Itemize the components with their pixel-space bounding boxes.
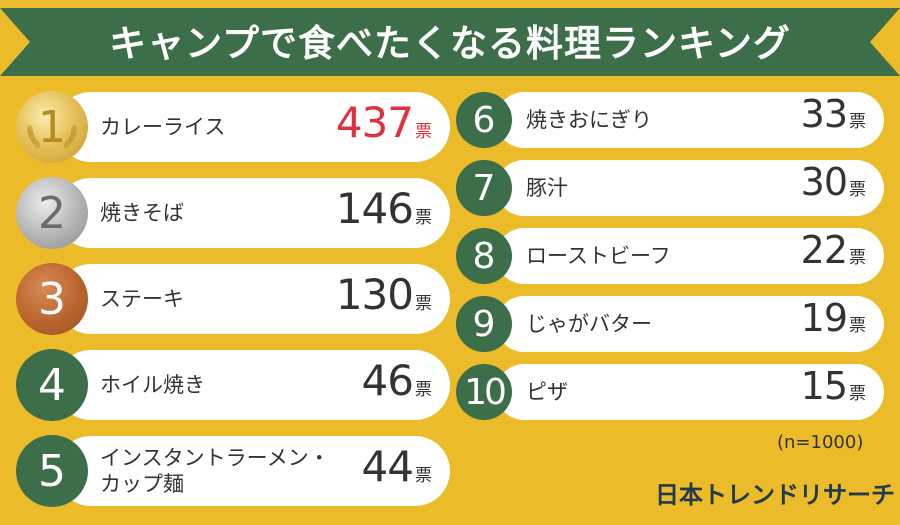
rank-number: 4 xyxy=(38,359,66,411)
vote-number: 19 xyxy=(800,296,848,340)
item-name: ピザ xyxy=(526,380,568,404)
vote-unit: 票 xyxy=(415,122,432,142)
ranking-row: 6 焼きおにぎり 33 票 xyxy=(456,92,884,148)
ranking-row: 1 カレーライス 437 票 xyxy=(16,91,450,163)
vote-number: 22 xyxy=(800,228,848,272)
vote-count: 19 票 xyxy=(801,296,866,352)
vote-count: 22 票 xyxy=(801,228,866,284)
vote-number: 30 xyxy=(800,160,848,204)
rank-number: 9 xyxy=(472,303,496,345)
vote-unit: 票 xyxy=(415,466,432,486)
rank-badge: 9 xyxy=(456,296,512,352)
rank-number: 1 xyxy=(38,101,66,153)
item-name: 豚汁 xyxy=(526,176,568,200)
vote-unit: 票 xyxy=(849,180,866,200)
item-name: 焼きそば xyxy=(100,201,184,225)
rank-badge: 1 xyxy=(16,91,88,163)
row-background xyxy=(56,350,450,420)
row-background xyxy=(56,264,450,334)
rank-number: 6 xyxy=(472,99,496,141)
vote-unit: 票 xyxy=(849,316,866,336)
row-background xyxy=(56,178,450,248)
vote-number: 46 xyxy=(361,356,414,405)
vote-count: 30 票 xyxy=(801,160,866,216)
ranking-row: 10 ピザ 15 票 xyxy=(456,364,884,420)
vote-count: 146 票 xyxy=(336,178,432,248)
rank-badge: 7 xyxy=(456,160,512,216)
sample-size-note: (n=1000) xyxy=(777,432,864,453)
rank-badge: 8 xyxy=(456,228,512,284)
vote-unit: 票 xyxy=(849,384,866,404)
vote-unit: 票 xyxy=(849,112,866,132)
rank-badge: 5 xyxy=(16,435,88,507)
vote-count: 130 票 xyxy=(336,264,432,334)
rank-badge: 2 xyxy=(16,177,88,249)
ranking-row: 7 豚汁 30 票 xyxy=(456,160,884,216)
vote-unit: 票 xyxy=(415,380,432,400)
vote-unit: 票 xyxy=(415,208,432,228)
item-name: ホイル焼き xyxy=(100,373,205,397)
vote-number: 44 xyxy=(361,442,414,491)
ranking-row: 3 ステーキ 130 票 xyxy=(16,263,450,335)
row-background xyxy=(496,228,884,284)
chart-title: キャンプで食べたくなる料理ランキング xyxy=(109,22,791,65)
row-background xyxy=(496,364,884,420)
vote-number: 146 xyxy=(335,184,414,233)
title-ribbon xyxy=(0,8,900,76)
vote-number: 33 xyxy=(800,92,848,136)
row-background xyxy=(496,160,884,216)
vote-unit: 票 xyxy=(415,294,432,314)
row-background xyxy=(56,92,450,162)
laurel-wreath-icon xyxy=(26,125,78,149)
rank-number: 8 xyxy=(472,235,496,277)
item-name: じゃがバター xyxy=(526,312,652,336)
item-name: カレーライス xyxy=(100,115,226,139)
ranking-row: 8 ローストビーフ 22 票 xyxy=(456,228,884,284)
ranking-row: 4 ホイル焼き 46 票 xyxy=(16,349,450,421)
vote-count: 46 票 xyxy=(362,350,432,420)
vote-number: 437 xyxy=(335,98,414,147)
rank-badge: 4 xyxy=(16,349,88,421)
rank-number: 3 xyxy=(38,273,66,325)
row-background xyxy=(56,436,450,506)
row-background xyxy=(496,92,884,148)
item-name: 焼きおにぎり xyxy=(526,108,652,132)
vote-number: 15 xyxy=(800,364,848,408)
vote-count: 15 票 xyxy=(801,364,866,420)
item-name: ステーキ xyxy=(100,287,184,311)
vote-count: 33 票 xyxy=(801,92,866,148)
rank-number: 7 xyxy=(472,167,496,209)
item-name: インスタントラーメン・ カップ麺 xyxy=(100,446,330,496)
vote-count: 44 票 xyxy=(362,436,432,506)
item-name: ローストビーフ xyxy=(526,244,671,268)
rank-badge: 3 xyxy=(16,263,88,335)
ranking-row: 2 焼きそば 146 票 xyxy=(16,177,450,249)
brand-logo: 日本トレンドリサーチ xyxy=(655,481,895,509)
rank-number: 5 xyxy=(38,445,66,497)
ranking-row: 5 インスタントラーメン・ カップ麺 44 票 xyxy=(16,435,450,507)
ranking-row: 9 じゃがバター 19 票 xyxy=(456,296,884,352)
rank-badge: 10 xyxy=(456,364,512,420)
vote-count: 437 票 xyxy=(336,92,432,162)
vote-number: 130 xyxy=(335,270,414,319)
row-background xyxy=(496,296,884,352)
rank-badge: 6 xyxy=(456,92,512,148)
rank-number: 2 xyxy=(38,187,66,239)
vote-unit: 票 xyxy=(849,248,866,268)
rank-number: 10 xyxy=(464,371,507,413)
